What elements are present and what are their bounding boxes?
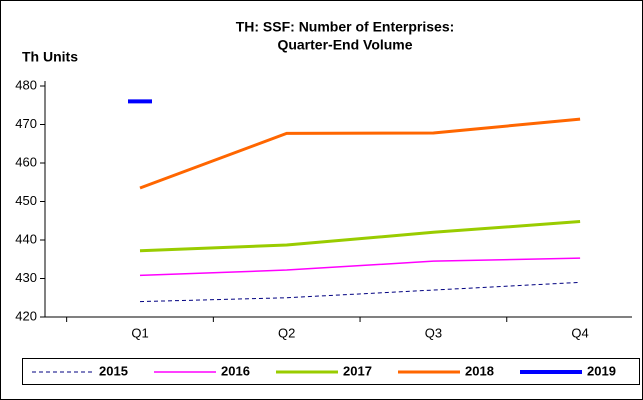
y-tick-label: 450 xyxy=(15,193,37,208)
legend-label: 2018 xyxy=(465,363,494,378)
chart-title: Quarter-End Volume xyxy=(277,37,412,53)
legend-label: 2017 xyxy=(343,363,372,378)
legend-box xyxy=(22,358,640,385)
y-tick-label: 470 xyxy=(15,116,37,131)
y-axis-label: Th Units xyxy=(22,49,78,65)
y-tick-label: 480 xyxy=(15,77,37,92)
x-tick-label: Q3 xyxy=(425,325,442,340)
legend-label: 2015 xyxy=(99,363,128,378)
series-line xyxy=(139,117,581,190)
y-tick-label: 420 xyxy=(15,308,37,323)
series-line xyxy=(139,257,581,277)
y-tick-label: 440 xyxy=(15,231,37,246)
legend-label: 2019 xyxy=(587,363,616,378)
y-tick-label: 430 xyxy=(15,270,37,285)
series-line xyxy=(139,220,581,253)
x-tick-label: Q1 xyxy=(131,325,148,340)
chart-title: TH: SSF: Number of Enterprises: xyxy=(236,19,455,35)
x-tick-label: Q4 xyxy=(571,325,588,340)
series-line xyxy=(139,281,581,303)
legend-label: 2016 xyxy=(221,363,250,378)
x-tick-label: Q2 xyxy=(278,325,295,340)
y-tick-label: 460 xyxy=(15,154,37,169)
